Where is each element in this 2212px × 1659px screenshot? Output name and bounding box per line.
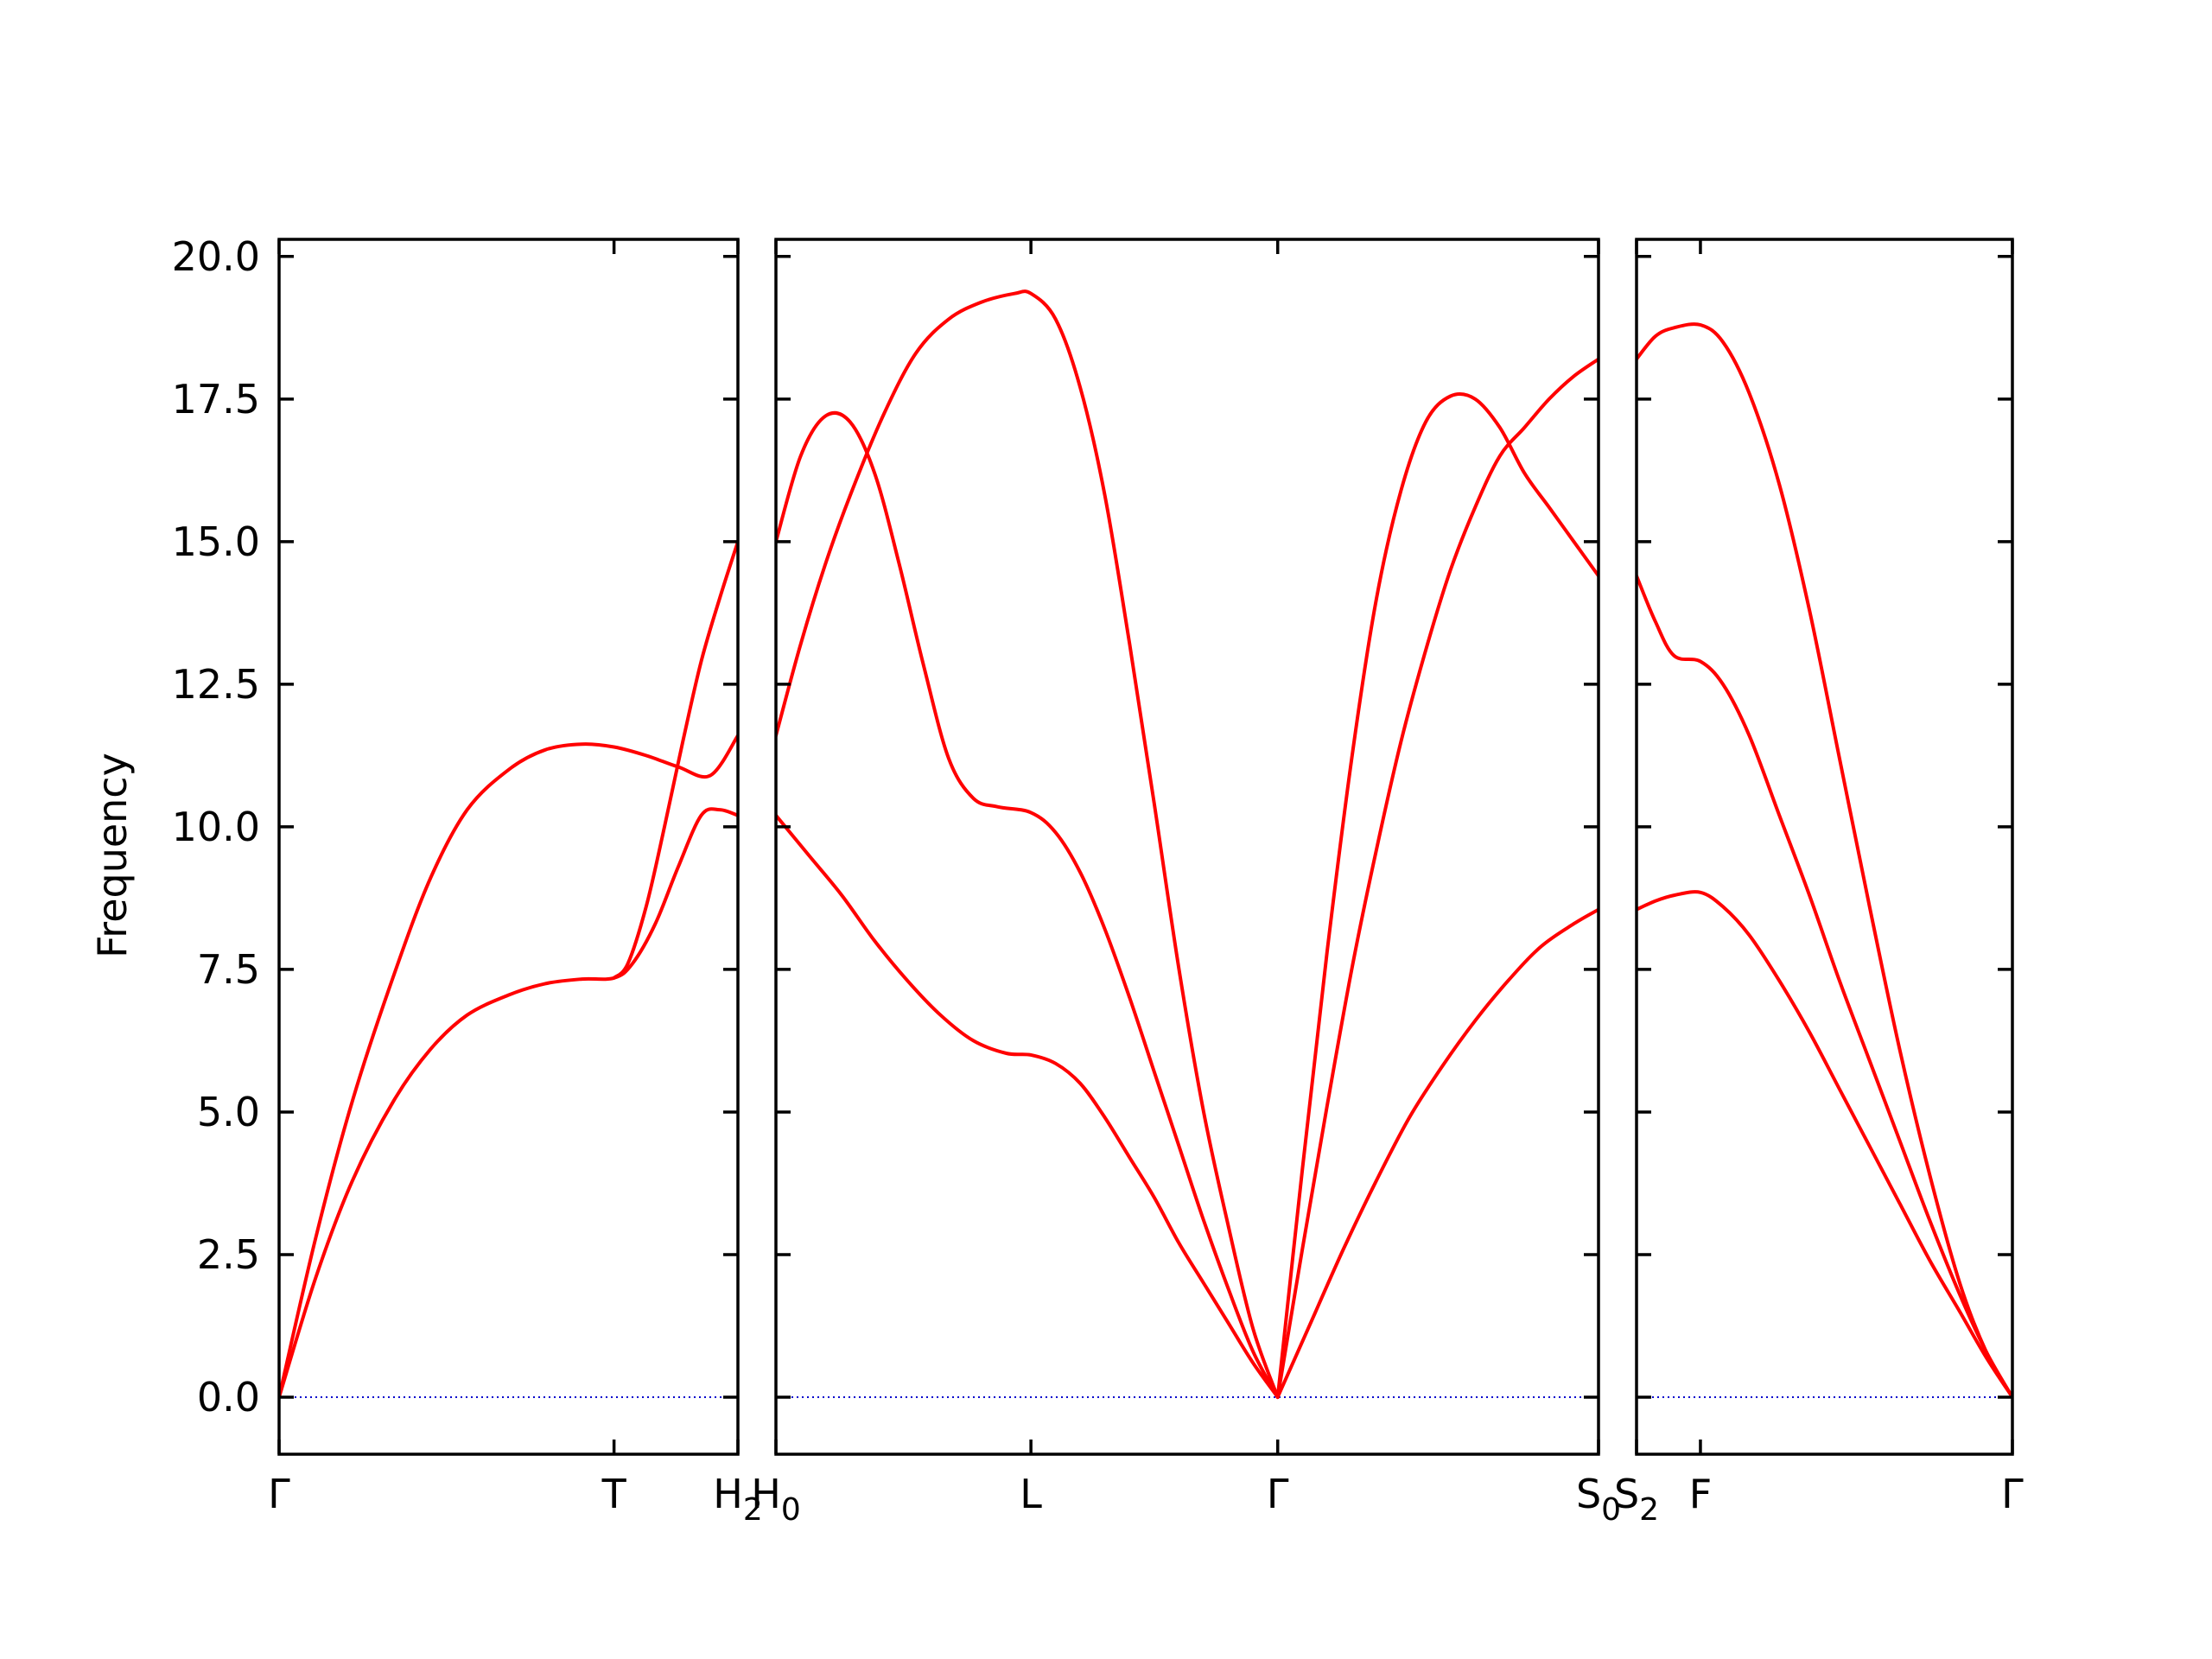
panel-3: S2 F Γ [1614,238,2024,1528]
y-tick-label: 10.0 [172,804,260,850]
y-tick-label: 20.0 [172,233,260,280]
y-tick-label: 12.5 [172,661,260,708]
band-line-6 [1275,907,1599,1399]
band-line-5 [1275,357,1599,1399]
panel-frame [774,238,1600,1456]
panel-frame [1635,238,2014,1456]
panel-1: 0.02.55.07.510.012.515.017.520.0Γ T H2 [172,233,763,1528]
panel-2: H0 L Γ S0 [751,238,1621,1528]
band-line-2 [279,807,738,1399]
band-line-4 [1275,392,1599,1399]
band-line-2 [776,410,1280,1399]
y-tick-label: 2.5 [197,1231,260,1278]
x-tick-label: L [1020,1471,1042,1517]
y-tick-label: 5.0 [197,1089,260,1135]
x-tick-label: Γ [2001,1471,2024,1517]
band-line-1 [1637,322,2012,1399]
band-line-3 [776,813,1280,1399]
y-tick-label: 15.0 [172,518,260,565]
panel-frame [277,238,740,1456]
band-group [1637,322,2012,1399]
x-tick-label: Γ [1267,1471,1289,1517]
band-line-2 [1637,574,2012,1399]
y-tick-label: 0.0 [197,1374,260,1421]
y-tick-label: 7.5 [197,946,260,993]
band-line-1 [279,734,738,1399]
x-tick-label: T [601,1471,627,1517]
y-tick-label: 17.5 [172,376,260,423]
band-line-1 [776,289,1280,1399]
y-axis-title: Frequency [89,753,136,958]
band-group [776,289,1599,1399]
band-line-3 [1637,890,2012,1399]
band-line-3 [612,539,738,980]
band-group [279,539,738,1399]
x-tick-label: F [1689,1471,1712,1517]
x-tick-label: Γ [268,1471,290,1517]
